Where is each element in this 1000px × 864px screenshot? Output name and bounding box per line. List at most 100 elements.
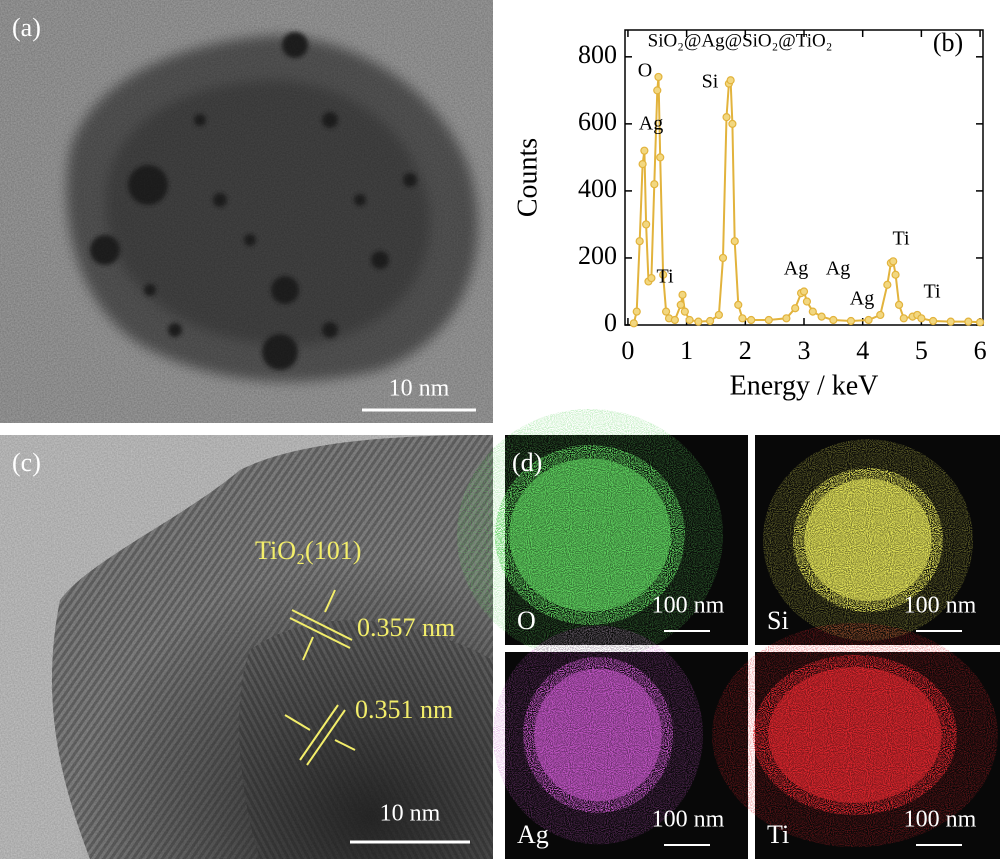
element-label: O [517, 606, 536, 635]
spectrum-point [678, 290, 687, 299]
scale-bar-label: 100 nm [652, 593, 725, 619]
scale-bar-label: 100 nm [904, 807, 977, 833]
spectrum-point [642, 220, 651, 229]
panel-c: (c) TiO₂(101) 0.357 nm 0.351 nm 10 nm [0, 435, 493, 859]
x-tick-label: 5 [915, 336, 928, 365]
y-tick-label: 600 [578, 107, 617, 136]
x-tick-label: 2 [739, 336, 752, 365]
x-tick-label: 1 [680, 336, 693, 365]
element-label: Ag [517, 820, 549, 849]
spectrum-point [722, 113, 731, 122]
spectrum-point [864, 315, 873, 325]
scale-bar-label: 100 nm [652, 807, 725, 833]
spectrum-point [659, 270, 668, 279]
spectrum-point [670, 315, 679, 325]
spectrum-point [817, 312, 826, 321]
peak-label: Si [702, 71, 719, 93]
spectrum-point [808, 307, 817, 316]
spectrum-point [640, 146, 649, 155]
panel-label: (c) [12, 448, 41, 477]
spectrum-point [917, 314, 926, 323]
spectrum-point [946, 317, 955, 326]
tem-noise [0, 0, 493, 423]
element-label: Si [767, 606, 789, 635]
element-signal-dense [534, 668, 662, 802]
x-tick-label: 4 [856, 336, 869, 365]
scale-bar-label: 10 nm [380, 801, 441, 827]
eds-map: Si 100 nm [755, 435, 1000, 645]
peak-label: Ag [826, 258, 850, 280]
peak-label: Ag [850, 288, 874, 310]
spectrum-point [680, 307, 689, 316]
spectrum-point [876, 310, 885, 320]
chart-title: SiO₂@Ag@SiO₂@TiO₂ [648, 30, 833, 51]
spectrum-point [714, 310, 724, 320]
spectrum-point [764, 315, 773, 325]
spectrum-point [661, 307, 671, 316]
panel-d: O 100 nm Si 100 nm Ag 100 nm Ti 100 nm [457, 409, 1000, 859]
spectrum-point [629, 319, 638, 328]
x-axis-label: Energy / keV [730, 370, 879, 401]
y-tick-label: 400 [578, 174, 617, 203]
element-label: Ti [767, 820, 789, 849]
peak-label: O [638, 60, 652, 82]
spectrum-point [635, 237, 644, 246]
spacing-label: 0.357 nm [357, 613, 455, 642]
spectrum-point [782, 314, 791, 323]
spectrum-point [726, 76, 735, 85]
peak-label: Ti [892, 228, 910, 250]
scale-bar-label: 10 nm [389, 376, 450, 402]
spacing-marker [284, 589, 356, 766]
spectrum-point [647, 273, 656, 283]
panel-label: (b) [933, 28, 963, 57]
y-axis-label: Counts [512, 138, 543, 217]
spectrum-point [889, 257, 898, 266]
spectrum-point [638, 159, 647, 169]
spectrum-point [656, 153, 665, 162]
spectrum-point [799, 287, 809, 296]
element-signal-dense [804, 478, 932, 602]
y-tick-label: 0 [604, 308, 617, 337]
spectrum-point [694, 317, 703, 326]
spectrum-point [894, 300, 904, 309]
spectrum-point [883, 280, 892, 289]
x-tick-label: 3 [798, 336, 811, 365]
y-tick-label: 200 [578, 241, 617, 270]
spectrum-point [650, 180, 659, 189]
spectrum-point [734, 300, 743, 309]
spectrum-point [718, 253, 728, 263]
spectrum-point [730, 237, 739, 246]
eds-map: Ag 100 nm [493, 625, 748, 859]
spectrum-point [705, 316, 715, 326]
scale-bar-label: 100 nm [904, 593, 977, 619]
peak-label: Ag [784, 258, 808, 280]
spectrum-point [747, 315, 756, 325]
panel-a: (a) 10 nm [0, 0, 493, 423]
spectrum-point [846, 316, 856, 326]
hrtem-noise [0, 435, 493, 859]
element-signal-dense [509, 458, 671, 612]
peak-label: Ag [639, 113, 663, 135]
spectrum-point [728, 119, 737, 128]
spectrum-point [685, 315, 694, 325]
spectrum-point [632, 307, 641, 316]
x-tick-label: 6 [974, 336, 987, 365]
eds-map: O 100 nm [457, 409, 748, 661]
spectrum-point [791, 304, 800, 313]
spectrum-point [975, 318, 985, 327]
peak-label: Ti [656, 266, 674, 288]
spectrum-point [654, 72, 663, 82]
element-signal-dense [768, 667, 942, 803]
plane-label: TiO₂(101) [255, 536, 361, 565]
spectrum-point [964, 317, 973, 326]
spectrum-point [929, 316, 938, 326]
spectrum-point [653, 86, 662, 95]
eds-map: Ti 100 nm [712, 623, 1000, 859]
spectrum-point [891, 270, 900, 279]
peak-label: Ti [923, 281, 941, 303]
spectrum-point [802, 297, 812, 306]
spacing-label: 0.351 nm [355, 695, 453, 724]
spectrum-point [829, 315, 838, 325]
eds-chart: 0 200 400 600 800 0 1 2 3 4 5 6 Energy / keV Counts Si… [512, 28, 986, 401]
panel-label: (a) [12, 13, 41, 42]
